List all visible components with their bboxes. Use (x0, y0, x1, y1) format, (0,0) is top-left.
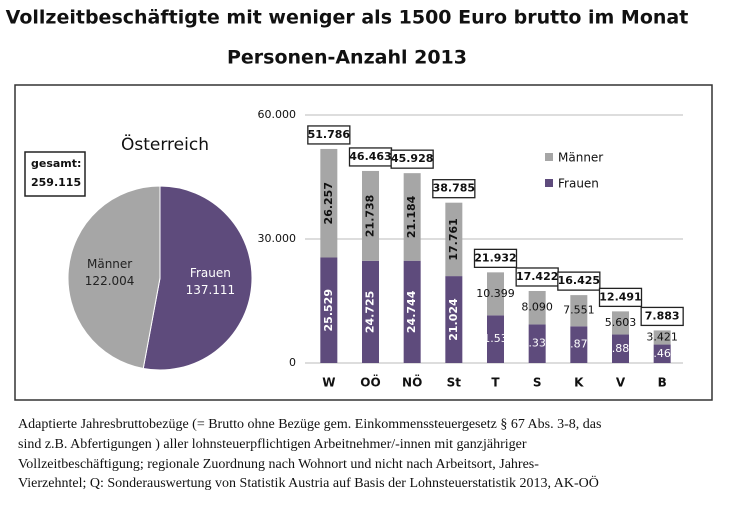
bar-segment (362, 260, 379, 363)
segment-label: 7.551 (563, 304, 595, 317)
segment-label: 5.603 (605, 316, 637, 329)
total-label: 38.785 (433, 182, 475, 195)
segment-label: 8.090 (521, 301, 553, 314)
bar-segment (362, 170, 379, 261)
x-tick-label: K (574, 376, 584, 390)
total-box (432, 179, 476, 199)
total-label: gesamt: (31, 157, 81, 170)
total-box (307, 125, 351, 145)
slice-label: Männer (87, 257, 132, 271)
total-value: 259.115 (31, 176, 81, 189)
total-label: 21.932 (474, 251, 516, 264)
legend-swatch (545, 153, 553, 161)
segment-label: 10.399 (476, 287, 515, 300)
total-label: 12.491 (599, 290, 641, 303)
segment-label: 17.761 (447, 218, 460, 260)
segment-label: 24.725 (364, 291, 377, 333)
total-label: 16.425 (558, 274, 600, 287)
total-label: 7.883 (645, 309, 680, 322)
segment-label: 21.024 (447, 298, 460, 341)
note-line: Vollzeitbeschäftigung; regionale Zuordnu… (18, 457, 539, 472)
legend-label: Frauen (558, 177, 599, 191)
title: Vollzeitbeschäftigte mit weniger als 150… (6, 7, 689, 29)
note-line: Vierzehntel; Q: Sonderauswertung von Sta… (18, 474, 599, 491)
bar-segment (612, 311, 629, 335)
total-label: 45.928 (391, 152, 433, 165)
segment-label: 25.529 (322, 289, 335, 331)
note-line: sind z.B. Abfertigungen ) aller lohnsteu… (18, 437, 527, 452)
total-box (640, 306, 684, 327)
total-box (557, 271, 601, 291)
bar-segment (403, 260, 421, 363)
total-box (598, 287, 643, 308)
bar-segment (487, 315, 504, 363)
bar-segment (528, 290, 546, 325)
bar-segment (445, 276, 463, 363)
total-box (390, 149, 434, 169)
segment-label: 4.462 (646, 347, 678, 360)
legend-label: Männer (558, 151, 603, 165)
segment-label: 8.874 (563, 338, 595, 351)
bar-segment (320, 148, 338, 258)
pie-title: Österreich (121, 133, 209, 155)
slice-value: 122.004 (85, 274, 135, 288)
total-label: 17.422 (516, 270, 558, 283)
bar-segment (570, 295, 588, 327)
segment-label: 11.533 (476, 332, 515, 345)
total-box (473, 248, 518, 268)
bar-segment (612, 334, 629, 363)
slice-value: 137.111 (186, 283, 236, 297)
bar-segment (487, 272, 504, 316)
pie-slice (67, 185, 161, 370)
segment-label: 26.257 (322, 182, 335, 224)
y-tick-label: 30.000 (258, 232, 297, 245)
x-tick-label: NÖ (402, 375, 422, 390)
bar-segment (653, 330, 671, 345)
bar-segment (403, 173, 421, 261)
segment-label: 9.332 (521, 337, 553, 350)
segment-label: 6.888 (605, 342, 637, 355)
bar-segment (320, 257, 338, 363)
total-label: 46.463 (349, 150, 391, 163)
segment-label: 21.184 (405, 195, 418, 238)
x-tick-label: T (491, 376, 500, 390)
bar-segment (570, 326, 588, 363)
bar-segment (653, 344, 671, 363)
y-tick-label: 0 (289, 356, 296, 369)
x-tick-label: B (658, 376, 667, 390)
chart-frame (14, 84, 713, 401)
total-label: 51.786 (308, 128, 351, 141)
pie-slice (142, 185, 253, 371)
slice-label: Frauen (190, 266, 231, 280)
y-tick-label: 60.000 (258, 108, 297, 121)
bar-segment (445, 202, 463, 277)
note-line: Adaptierte Jahresbruttobezüge (= Brutto … (18, 417, 601, 432)
bar-segment (528, 324, 546, 363)
segment-label: 3.421 (646, 330, 678, 343)
total-box (24, 151, 86, 197)
segment-label: 21.738 (364, 195, 377, 237)
segment-label: 24.744 (405, 290, 418, 333)
legend-swatch (545, 179, 553, 187)
x-tick-label: S (533, 376, 542, 390)
x-tick-label: W (322, 376, 335, 390)
subtitle: Personen-Anzahl 2013 (227, 47, 467, 69)
x-tick-label: OÖ (360, 375, 380, 390)
x-tick-label: St (447, 376, 462, 390)
x-tick-label: V (616, 376, 626, 390)
